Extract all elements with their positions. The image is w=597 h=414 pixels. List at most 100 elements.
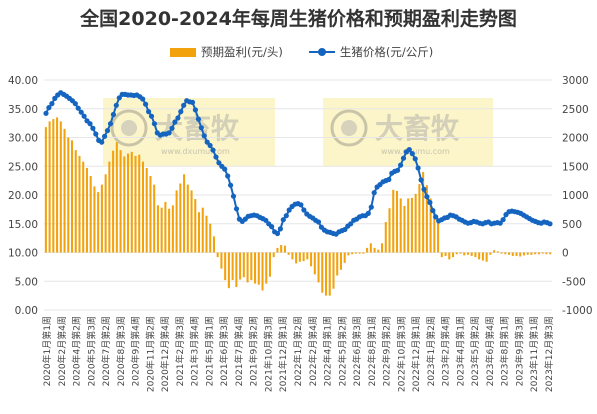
profit-bar: [474, 252, 477, 258]
profit-bar: [138, 154, 141, 253]
profit-bar: [205, 215, 208, 253]
profit-bar: [414, 193, 417, 253]
profit-bar: [351, 252, 354, 255]
profit-bar: [541, 252, 544, 254]
profit-bar: [63, 128, 66, 253]
x-tick-label: 2023年4月第1周: [454, 316, 466, 386]
price-point: [427, 199, 433, 206]
profit-bar: [440, 252, 443, 258]
profit-bar: [119, 150, 122, 253]
profit-bar: [530, 252, 533, 255]
chart-title: 全国2020-2024年每周生猪价格和预期盈利走势图: [80, 8, 517, 30]
legend-label-profit: 预期盈利(元/头): [201, 45, 283, 59]
watermark-1: 大畜牧 www.dxumu.com: [323, 98, 493, 166]
profit-bar: [324, 252, 328, 296]
profit-bar: [508, 252, 511, 255]
profit-bar: [227, 252, 230, 289]
profit-bar: [224, 252, 227, 281]
price-point: [371, 190, 377, 196]
profit-bar: [141, 161, 145, 253]
price-point: [222, 166, 228, 172]
profit-bar: [82, 161, 85, 253]
price-point: [195, 116, 201, 122]
price-point: [166, 130, 172, 136]
price-point: [87, 121, 93, 127]
x-tick-label: 2022年10月第3周: [395, 316, 407, 392]
profit-bar: [183, 174, 186, 253]
profit-bar: [179, 183, 182, 253]
profit-bar: [481, 252, 484, 261]
price-point: [113, 102, 119, 108]
legend: 预期盈利(元/头) 生猪价格(元/公斤): [170, 44, 433, 60]
profit-bar: [549, 252, 552, 255]
profit-bar: [392, 189, 395, 253]
profit-bar: [493, 250, 496, 253]
price-point: [315, 219, 322, 225]
x-tick-label: 2023年9月第3周: [514, 316, 526, 386]
watermark-text: 大畜牧: [375, 112, 460, 145]
price-point: [46, 105, 52, 111]
right-tick-label: 500: [562, 219, 582, 231]
profit-bar: [302, 252, 305, 262]
price-point: [418, 177, 424, 183]
x-tick-label: 2021年6月第3周: [218, 316, 230, 386]
profit-bar: [276, 247, 279, 253]
profit-bar: [377, 249, 380, 253]
profit-bar: [429, 198, 432, 253]
profit-bar: [313, 252, 316, 275]
price-point: [78, 109, 84, 115]
x-tick-label: 2020年11月第2周: [144, 316, 156, 392]
price-point: [230, 193, 237, 199]
profit-bar: [220, 252, 223, 269]
x-tick-label: 2022年6月第3周: [351, 316, 363, 386]
x-tick-label: 2023年5月第2周: [469, 316, 481, 386]
x-tick-label: 2022年8月第1周: [366, 316, 378, 386]
profit-bar: [291, 252, 294, 260]
profit-bar: [100, 184, 103, 253]
profit-bar: [504, 252, 507, 255]
price-point: [283, 213, 289, 219]
price-point: [207, 142, 213, 149]
price-point: [395, 167, 401, 173]
profit-bar: [384, 222, 387, 253]
price-point: [72, 101, 78, 107]
profit-bar: [153, 184, 156, 253]
price-point: [348, 221, 354, 227]
price-point: [116, 95, 122, 101]
profit-bar: [156, 205, 159, 253]
profit-bar: [48, 121, 51, 253]
price-point: [102, 133, 108, 139]
profit-bar: [93, 186, 96, 253]
price-point: [269, 224, 275, 230]
x-tick-label: 2023年2月第4周: [440, 316, 452, 386]
profit-bar: [216, 252, 219, 258]
price-point: [497, 220, 503, 226]
profit-bar: [52, 119, 55, 253]
profit-bar: [362, 252, 365, 254]
profit-bar: [478, 252, 481, 260]
price-point: [301, 207, 307, 213]
profit-bar: [459, 252, 462, 254]
right-tick-label: 2500: [562, 104, 589, 116]
x-tick-label: 2023年11月第1周: [528, 316, 540, 392]
right-tick-label: 0: [562, 248, 569, 260]
profit-bar: [112, 150, 115, 253]
profit-bar: [339, 252, 342, 270]
profit-bar: [130, 151, 133, 253]
x-tick-label: 2021年10月第3周: [263, 316, 275, 392]
left-tick-label: 15.00: [8, 219, 38, 231]
profit-bar: [295, 252, 298, 264]
price-point: [178, 109, 184, 115]
price-point: [52, 95, 58, 101]
profit-bar: [298, 252, 301, 262]
profit-bar: [448, 252, 451, 260]
profit-bar: [373, 247, 376, 253]
profit-bar: [511, 252, 514, 256]
profit-bar: [201, 207, 204, 253]
profit-bar: [437, 220, 440, 253]
profit-bar: [257, 252, 260, 285]
profit-bar: [194, 199, 197, 253]
profit-bar: [366, 247, 369, 253]
right-tick-label: -1000: [562, 305, 593, 317]
